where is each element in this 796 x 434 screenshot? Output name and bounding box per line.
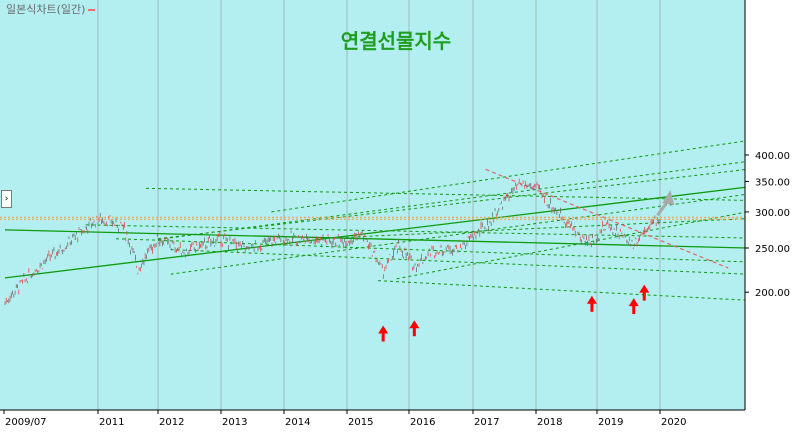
x-tick-label: 2011	[99, 417, 124, 428]
channel-line	[85, 224, 747, 239]
y-axis-band	[745, 0, 796, 410]
y-tick-label: 350.00	[755, 177, 790, 188]
trend-channel-lines	[4, 140, 747, 301]
x-tick-label: 2013	[222, 417, 247, 428]
vertical-gridlines	[97, 0, 661, 410]
y-tick-label: 400.00	[755, 151, 790, 162]
x-tick-label: 2015	[348, 417, 373, 428]
x-tick-label: 2020	[661, 417, 686, 428]
chart-title: 연결선물지수	[341, 29, 451, 53]
x-tick-label: 2018	[537, 417, 562, 428]
x-tick-label: 2017	[474, 417, 499, 428]
panel-collapse-button[interactable]: ›	[1, 190, 12, 208]
price-candles	[4, 178, 661, 306]
legend-label: 일본식차트(일간)	[6, 3, 86, 16]
channel-line	[157, 161, 747, 240]
bottom-arrow	[586, 295, 597, 312]
channel-line	[170, 249, 747, 275]
channel-line	[145, 187, 747, 201]
channel-line	[157, 168, 747, 240]
resistance-line	[485, 168, 729, 269]
x-tick-label: 2016	[410, 417, 435, 428]
legend-swatch	[88, 9, 96, 11]
projection-arrow	[656, 190, 675, 217]
y-tick-label: 200.00	[755, 288, 790, 299]
y-tick-label: 300.00	[755, 208, 790, 219]
y-tick-label: 250.00	[755, 244, 790, 255]
channel-line	[170, 193, 747, 275]
channel-line	[377, 280, 747, 301]
x-axis-band	[0, 410, 796, 434]
x-tick-label: 2014	[285, 417, 310, 428]
x-tick-label: 2009/07	[5, 417, 47, 428]
channel-line	[271, 140, 747, 213]
chart-legend[interactable]: 일본식차트(일간)	[6, 1, 96, 17]
bottom-arrow	[409, 320, 420, 337]
trend-line	[4, 229, 747, 249]
x-tick-label: 2019	[598, 417, 623, 428]
bottom-arrow	[378, 325, 389, 342]
bottom-arrow	[628, 298, 639, 315]
x-tick-label: 2012	[159, 417, 184, 428]
trend-line	[4, 186, 747, 279]
bottom-arrow	[639, 284, 650, 301]
